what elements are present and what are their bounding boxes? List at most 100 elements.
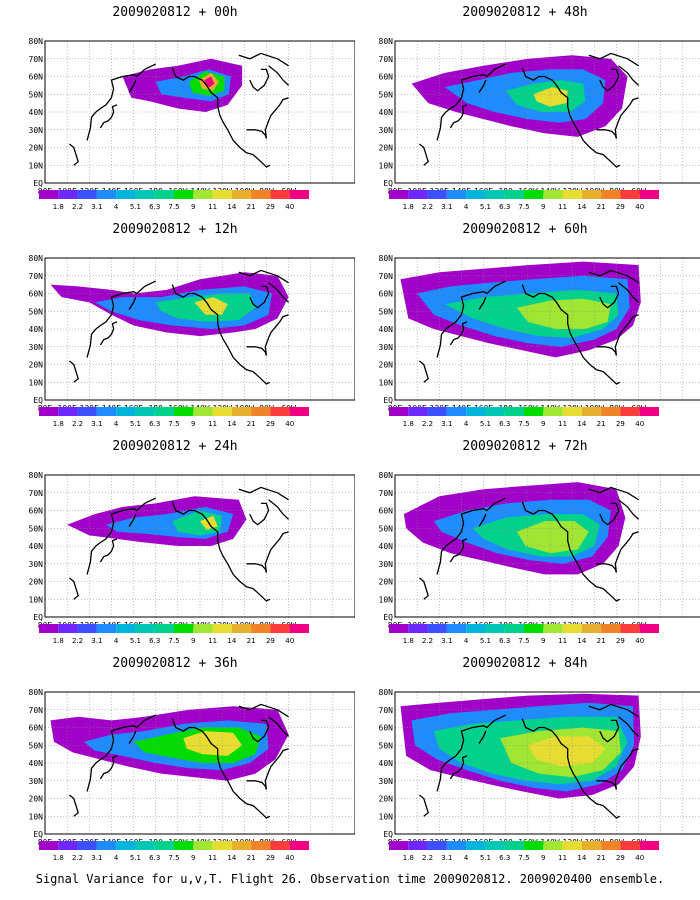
coastline — [246, 314, 289, 356]
coastline — [68, 794, 79, 817]
coastline — [436, 714, 506, 792]
colorbar-swatch — [270, 407, 290, 416]
latitude-label: 30N — [379, 343, 394, 352]
colorbar-swatch — [58, 407, 78, 416]
colorbar-swatch — [58, 190, 78, 199]
coastline — [418, 360, 429, 383]
colorbar-tick-label: 40 — [285, 420, 294, 428]
latitude-label: 60N — [379, 724, 394, 733]
map-frame — [44, 40, 355, 184]
colorbar-swatch — [116, 190, 136, 199]
forecast-panel: 2009020812 + 72h 80N 70N 60N 50N 40N 30N 20N 10N… — [355, 439, 700, 649]
colorbar-tick-label: 14 — [577, 420, 586, 428]
colorbar-swatch — [289, 190, 309, 199]
variance-contour — [194, 297, 228, 315]
latitude-label: 10N — [29, 812, 44, 821]
coastline — [268, 65, 290, 86]
colorbar-swatch — [231, 190, 252, 199]
forecast-panel: 2009020812 + 24h 80N 70N 60N 50N 40N 30N 20N 10N… — [5, 439, 355, 649]
colorbar-swatch — [524, 624, 544, 633]
colorbar-swatch — [543, 407, 563, 416]
colorbar-swatch — [466, 624, 486, 633]
colorbar-swatch — [231, 624, 252, 633]
coastline — [599, 719, 620, 743]
latitude-label: 80N — [29, 471, 44, 480]
colorbar-swatch — [389, 407, 409, 416]
coastline — [588, 269, 639, 284]
coastline — [436, 63, 506, 141]
colorbar-swatch — [408, 841, 428, 850]
colorbar-swatch — [289, 841, 309, 850]
latitude-label: 70N — [379, 706, 394, 715]
coastline — [596, 531, 639, 573]
colorbar-tick-label: 14 — [227, 854, 236, 862]
latitude-label: 20N — [379, 578, 394, 587]
latitude-label: 20N — [379, 144, 394, 153]
colorbar-tick-label: 3.1 — [91, 637, 102, 645]
colorbar-swatch — [389, 624, 409, 633]
coastline — [249, 68, 270, 92]
variance-map: 80N70N60N50N40N30N20N10NEQ80E100E120E140… — [29, 37, 355, 196]
variance-map: 80N70N60N50N40N30N20N10NEQ80E100E120E140… — [379, 37, 700, 196]
coastline — [128, 730, 137, 744]
variance-map: 80N70N60N50N40N30N20N10NEQ80E100E120E140… — [29, 471, 355, 630]
colorbar-swatch — [212, 624, 232, 633]
latitude-label: EQ — [33, 179, 43, 188]
colorbar-tick-label: 40 — [285, 203, 294, 211]
colorbar-swatch — [581, 190, 602, 199]
colorbar-swatch — [485, 407, 505, 416]
coastline — [68, 577, 79, 600]
latitude-label: 30N — [29, 777, 44, 786]
map-frame — [394, 474, 700, 618]
colorbar-tick-label: 14 — [227, 420, 236, 428]
colorbar-swatch — [251, 624, 271, 633]
colorbar-swatch — [427, 190, 447, 199]
latitude-label: 30N — [29, 560, 44, 569]
latitude-label: 40N — [379, 542, 394, 551]
latitude-label: 50N — [379, 307, 394, 316]
colorbar-tick-label: 5.1 — [480, 637, 491, 645]
colorbar-tick-label: 3.1 — [441, 420, 452, 428]
colorbar-tick-label: 2.2 — [422, 420, 433, 428]
colorbar-tick-label: 29 — [616, 203, 625, 211]
colorbar-tick-label: 40 — [635, 637, 644, 645]
colorbar-swatch — [601, 841, 621, 850]
latitude-label: 10N — [29, 378, 44, 387]
colorbar-swatch — [562, 407, 582, 416]
colorbar: 1.8 2.2 3.1 4 5.1 6.3 7.5 9 11 14 21 29 40 — [39, 841, 309, 862]
variance-contour — [516, 298, 611, 329]
colorbar-tick-label: 29 — [266, 854, 275, 862]
colorbar-tick-label: 7.5 — [168, 420, 179, 428]
variance-contour — [533, 87, 568, 107]
colorbar-swatch — [270, 190, 290, 199]
coastline — [238, 52, 289, 67]
latitude-label: 60N — [379, 290, 394, 299]
coastline — [238, 486, 289, 501]
colorbar-tick-label: 11 — [558, 203, 567, 211]
coastline — [478, 513, 487, 527]
colorbar-swatch — [116, 841, 136, 850]
colorbar-tick-label: 14 — [577, 203, 586, 211]
coastline — [246, 748, 289, 790]
latitude-label: 50N — [29, 741, 44, 750]
colorbar-swatch — [77, 841, 97, 850]
coastline — [588, 52, 639, 67]
colorbar-tick-label: 29 — [266, 203, 275, 211]
colorbar-tick-label: 1.8 — [403, 637, 414, 645]
colorbar-tick-label: 9 — [541, 854, 545, 862]
latitude-label: EQ — [383, 613, 393, 622]
variance-map: 80N70N60N50N40N30N20N10NEQ80E100E120E140… — [379, 254, 700, 413]
colorbar-tick-label: 6.3 — [149, 637, 160, 645]
colorbar-tick-label: 21 — [597, 854, 606, 862]
colorbar-swatch — [562, 190, 582, 199]
colorbar-swatch — [289, 407, 309, 416]
latitude-label: 50N — [379, 90, 394, 99]
latitude-label: EQ — [33, 396, 43, 405]
coastline — [478, 79, 487, 93]
colorbar-swatch — [620, 841, 640, 850]
latitude-label: 40N — [29, 759, 44, 768]
latitude-label: 60N — [379, 507, 394, 516]
colorbar-swatch — [193, 841, 213, 850]
colorbar-tick-label: 40 — [285, 854, 294, 862]
forecast-panel: 2009020812 + 00h 80N 70N 60N 50N 40N 30N 20N 10N… — [5, 5, 355, 215]
